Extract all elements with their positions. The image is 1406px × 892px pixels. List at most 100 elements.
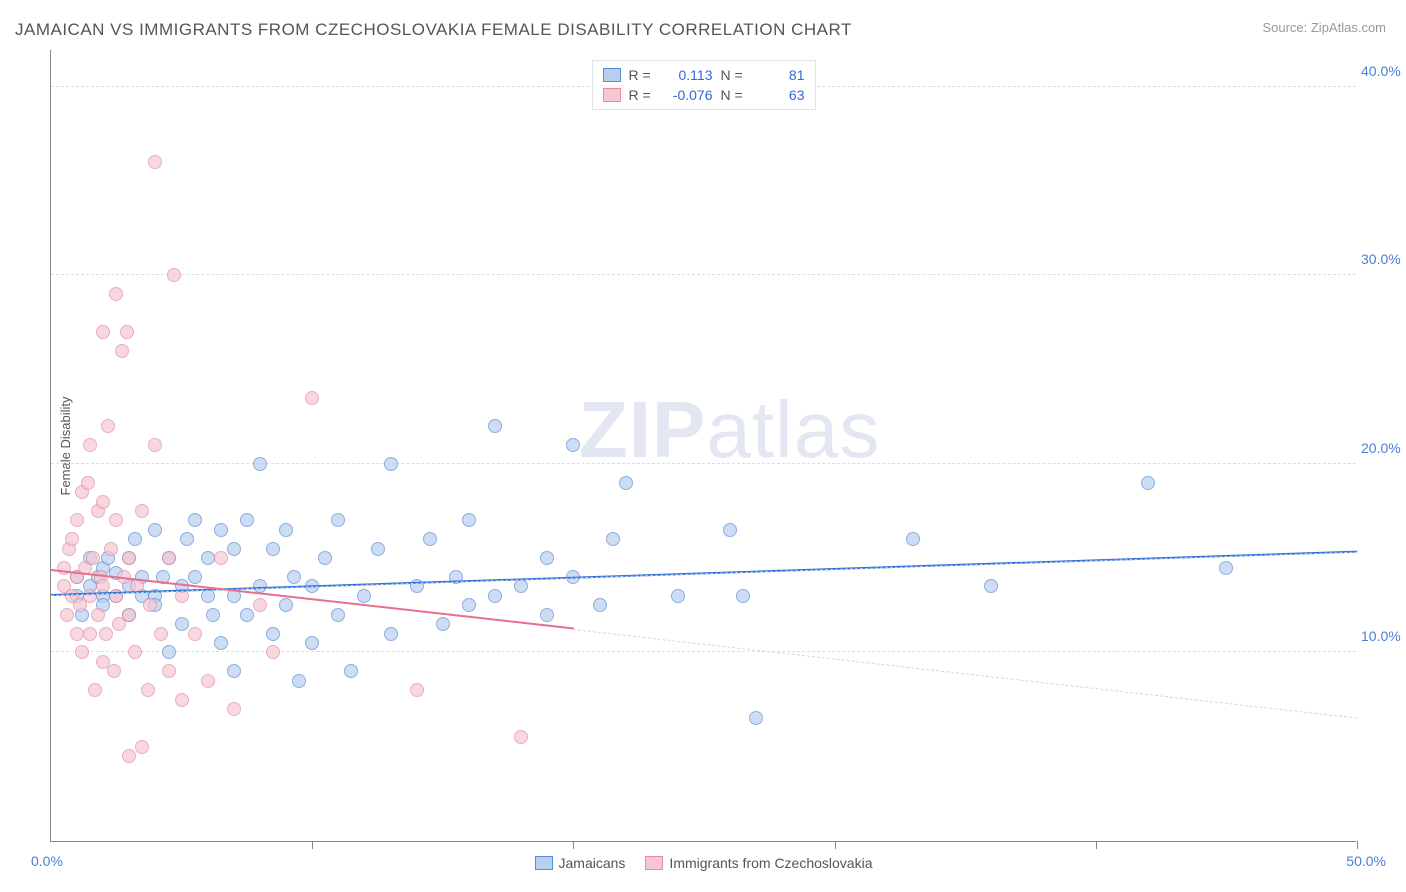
data-point bbox=[984, 579, 998, 593]
data-point bbox=[128, 645, 142, 659]
x-tick bbox=[573, 841, 574, 849]
legend-r-label: R = bbox=[629, 67, 655, 83]
x-tick bbox=[312, 841, 313, 849]
data-point bbox=[331, 513, 345, 527]
data-point bbox=[214, 523, 228, 537]
data-point bbox=[86, 551, 100, 565]
data-point bbox=[606, 532, 620, 546]
data-point bbox=[214, 551, 228, 565]
data-point bbox=[65, 532, 79, 546]
data-point bbox=[70, 513, 84, 527]
stats-legend-row: R =0.113N =81 bbox=[603, 65, 805, 85]
legend-n-value: 81 bbox=[755, 67, 805, 83]
data-point bbox=[109, 287, 123, 301]
data-point bbox=[227, 664, 241, 678]
data-point bbox=[593, 598, 607, 612]
data-point bbox=[906, 532, 920, 546]
data-point bbox=[88, 683, 102, 697]
data-point bbox=[423, 532, 437, 546]
data-point bbox=[462, 513, 476, 527]
data-point bbox=[318, 551, 332, 565]
data-point bbox=[104, 542, 118, 556]
y-tick-label: 10.0% bbox=[1361, 628, 1406, 644]
watermark: ZIPatlas bbox=[579, 384, 880, 476]
watermark-light: atlas bbox=[706, 385, 880, 474]
data-point bbox=[253, 598, 267, 612]
data-point bbox=[188, 513, 202, 527]
data-point bbox=[540, 608, 554, 622]
data-point bbox=[167, 268, 181, 282]
data-point bbox=[279, 598, 293, 612]
data-point bbox=[70, 627, 84, 641]
legend-n-value: 63 bbox=[755, 87, 805, 103]
data-point bbox=[671, 589, 685, 603]
data-point bbox=[723, 523, 737, 537]
data-point bbox=[75, 645, 89, 659]
series-legend-item: Jamaicans bbox=[535, 855, 626, 871]
data-point bbox=[253, 457, 267, 471]
legend-r-value: -0.076 bbox=[663, 87, 713, 103]
data-point bbox=[101, 419, 115, 433]
y-tick-label: 40.0% bbox=[1361, 63, 1406, 79]
gridline bbox=[51, 651, 1356, 652]
data-point bbox=[154, 627, 168, 641]
data-point bbox=[83, 438, 97, 452]
legend-r-label: R = bbox=[629, 87, 655, 103]
chart-area: Female Disability ZIPatlas 0.0% 50.0% 10… bbox=[50, 50, 1356, 842]
data-point bbox=[227, 542, 241, 556]
data-point bbox=[514, 730, 528, 744]
stats-legend: R =0.113N =81R =-0.076N =63 bbox=[592, 60, 816, 110]
stats-legend-row: R =-0.076N =63 bbox=[603, 85, 805, 105]
data-point bbox=[736, 589, 750, 603]
data-point bbox=[540, 551, 554, 565]
data-point bbox=[91, 608, 105, 622]
data-point bbox=[201, 674, 215, 688]
data-point bbox=[410, 683, 424, 697]
data-point bbox=[175, 617, 189, 631]
data-point bbox=[266, 627, 280, 641]
data-point bbox=[83, 627, 97, 641]
x-tick bbox=[1357, 841, 1358, 849]
legend-swatch bbox=[535, 856, 553, 870]
data-point bbox=[462, 598, 476, 612]
data-point bbox=[227, 702, 241, 716]
data-point bbox=[162, 645, 176, 659]
data-point bbox=[122, 749, 136, 763]
data-point bbox=[240, 608, 254, 622]
data-point bbox=[83, 589, 97, 603]
data-point bbox=[81, 476, 95, 490]
chart-title: JAMAICAN VS IMMIGRANTS FROM CZECHOSLOVAK… bbox=[15, 20, 852, 40]
legend-swatch bbox=[603, 68, 621, 82]
legend-n-label: N = bbox=[721, 67, 747, 83]
data-point bbox=[60, 608, 74, 622]
data-point bbox=[488, 419, 502, 433]
data-point bbox=[292, 674, 306, 688]
data-point bbox=[143, 598, 157, 612]
data-point bbox=[162, 664, 176, 678]
data-point bbox=[331, 608, 345, 622]
data-point bbox=[148, 155, 162, 169]
data-point bbox=[287, 570, 301, 584]
data-point bbox=[107, 664, 121, 678]
data-point bbox=[206, 608, 220, 622]
data-point bbox=[1141, 476, 1155, 490]
regression-extension bbox=[573, 629, 1357, 719]
data-point bbox=[96, 325, 110, 339]
data-point bbox=[120, 325, 134, 339]
data-point bbox=[122, 551, 136, 565]
data-point bbox=[749, 711, 763, 725]
data-point bbox=[162, 551, 176, 565]
data-point bbox=[99, 627, 113, 641]
data-point bbox=[201, 551, 215, 565]
data-point bbox=[109, 513, 123, 527]
source-label: Source: ZipAtlas.com bbox=[1262, 20, 1386, 35]
data-point bbox=[305, 391, 319, 405]
data-point bbox=[619, 476, 633, 490]
data-point bbox=[240, 513, 254, 527]
series-legend-label: Immigrants from Czechoslovakia bbox=[669, 855, 872, 871]
regression-extension bbox=[51, 551, 1357, 595]
data-point bbox=[135, 504, 149, 518]
series-legend-item: Immigrants from Czechoslovakia bbox=[645, 855, 872, 871]
watermark-bold: ZIP bbox=[579, 385, 706, 474]
data-point bbox=[214, 636, 228, 650]
